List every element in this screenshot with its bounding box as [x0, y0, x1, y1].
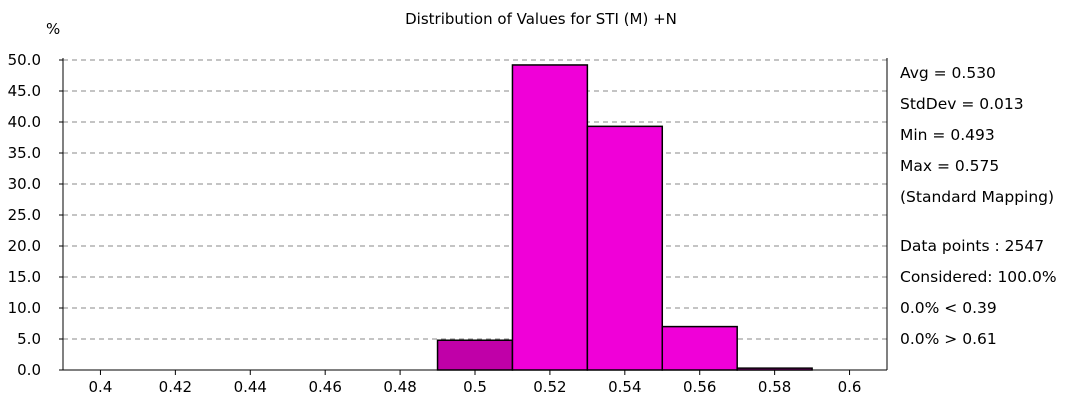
y-axis-unit-label: % — [46, 20, 60, 38]
stat-max: Max = 0.575 — [900, 157, 1000, 175]
histogram-bar — [511, 64, 589, 371]
y-tick-label: 15.0 — [8, 268, 41, 286]
y-tick-label: 20.0 — [8, 237, 41, 255]
axes — [62, 58, 888, 371]
y-tick-label: 30.0 — [8, 175, 41, 193]
statistics-panel: Avg = 0.530 StdDev = 0.013 Min = 0.493 M… — [900, 58, 1078, 355]
histogram-bar — [436, 339, 514, 371]
y-tick-label: 25.0 — [8, 206, 41, 224]
y-tick-label: 50.0 — [8, 51, 41, 69]
stat-min: Min = 0.493 — [900, 126, 995, 144]
x-tick-label: 0.48 — [383, 378, 416, 396]
x-tick-label: 0.44 — [234, 378, 267, 396]
stat-average: Avg = 0.530 — [900, 64, 996, 82]
x-tick-label: 0.52 — [533, 378, 566, 396]
stat-below-range: 0.0% < 0.39 — [900, 299, 997, 317]
y-tick-label: 35.0 — [8, 144, 41, 162]
y-axis-ticks: 0.0 5.0 10.0 15.0 20.0 25.0 30.0 35.0 40.0 45.0 50… — [8, 51, 63, 379]
stat-considered: Considered: 100.0% — [900, 268, 1057, 286]
stat-stddev: StdDev = 0.013 — [900, 95, 1024, 113]
y-tick-label: 10.0 — [8, 299, 41, 317]
x-tick-label: 0.46 — [308, 378, 341, 396]
stat-above-range: 0.0% > 0.61 — [900, 330, 997, 348]
gridlines — [63, 59, 887, 340]
y-tick-label: 0.0 — [17, 361, 41, 379]
stat-mapping: (Standard Mapping) — [900, 188, 1055, 206]
histogram-bar — [586, 125, 664, 371]
stat-data-points: Data points : 2547 — [900, 237, 1045, 255]
x-axis-ticks: 0.4 0.42 0.44 0.46 0.48 0.5 0.52 0.54 0.56 0.58 0.… — [89, 370, 862, 396]
x-tick-label: 0.54 — [608, 378, 641, 396]
y-tick-label: 5.0 — [17, 330, 41, 348]
x-tick-label: 0.4 — [89, 378, 113, 396]
x-tick-label: 0.58 — [758, 378, 791, 396]
y-tick-label: 45.0 — [8, 82, 41, 100]
stat-spacer — [900, 213, 1078, 231]
x-tick-label: 0.56 — [683, 378, 716, 396]
x-tick-label: 0.5 — [463, 378, 487, 396]
y-tick-label: 40.0 — [8, 113, 41, 131]
histogram-bar — [661, 325, 738, 371]
histogram-bars — [436, 64, 813, 371]
chart-title: Distribution of Values for STI (M) +N — [405, 10, 677, 28]
x-tick-label: 0.6 — [838, 378, 862, 396]
x-tick-label: 0.42 — [159, 378, 192, 396]
